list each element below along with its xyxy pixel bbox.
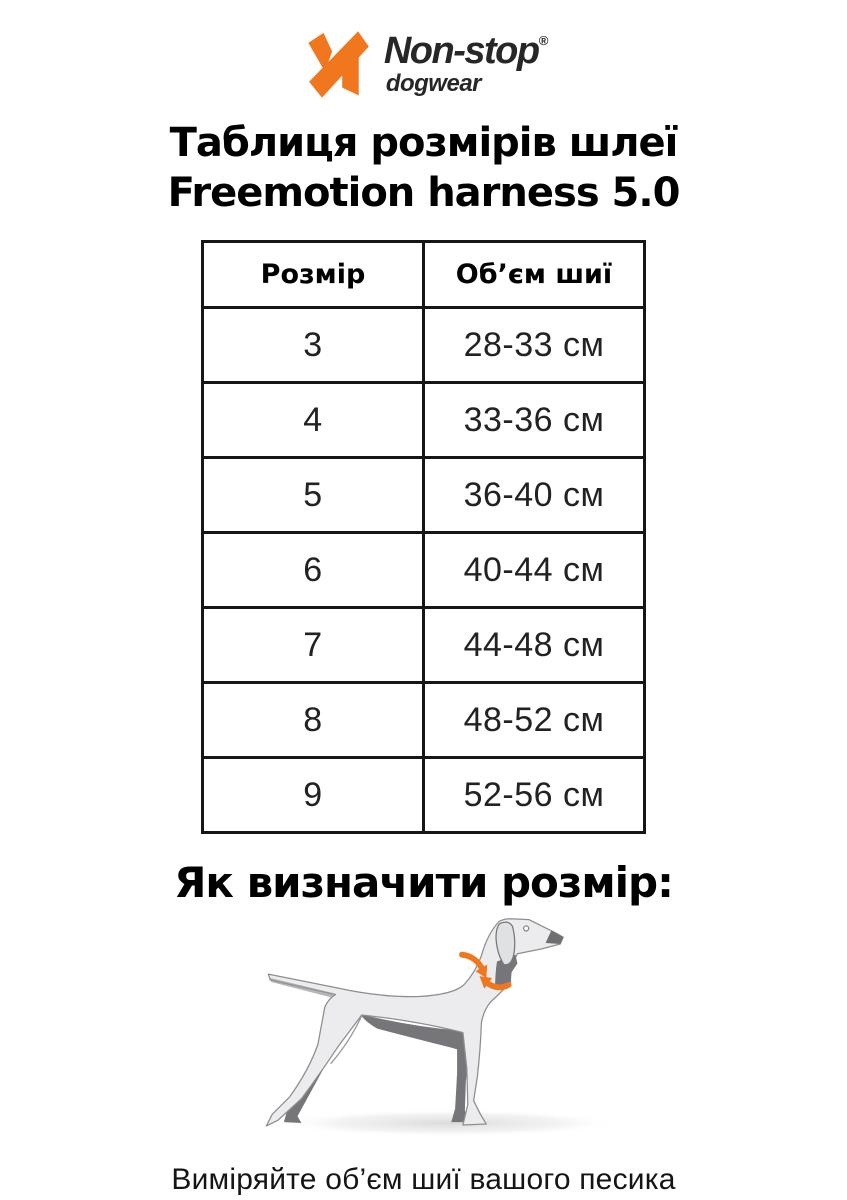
size-table: Розмір Об’єм шиї 3 28-33 см 4 33-36 см 5… <box>201 240 646 834</box>
dog-nose <box>545 930 563 945</box>
brand-wordmark: Non-stop® dogwear <box>384 32 548 96</box>
col-header-neck: Об’єм шиї <box>422 240 646 309</box>
size-cell: 5 <box>201 456 425 534</box>
page-title: Таблиця розмірів шлеї Freemotion harness… <box>0 118 847 218</box>
table-row: 7 44-48 см <box>201 606 646 684</box>
table-row: 6 40-44 см <box>201 531 646 609</box>
table-row: 5 36-40 см <box>201 456 646 534</box>
brand-logo: Non-stop® dogwear <box>0 24 847 104</box>
table-row: 9 52-56 см <box>201 756 646 834</box>
tail-shade <box>269 978 335 998</box>
measure-caption: Виміряйте об’єм шиї вашого песика <box>171 1163 676 1196</box>
title-line-1: Таблиця розмірів шлеї <box>169 120 679 166</box>
dog-ear <box>494 921 515 966</box>
neck-cell: 36-40 см <box>422 456 646 534</box>
neck-cell: 44-48 см <box>422 606 646 684</box>
dog-illustration <box>0 908 847 1161</box>
neck-measure-arrows <box>458 951 512 991</box>
dog-body <box>265 918 564 1127</box>
table-row: 3 28-33 см <box>201 306 646 384</box>
neck-cell: 28-33 см <box>422 306 646 384</box>
col-header-size: Розмір <box>201 240 425 309</box>
title-line-2: Freemotion harness 5.0 <box>167 170 681 216</box>
how-to-heading: Як визначити розмір: <box>174 858 674 907</box>
size-cell: 8 <box>201 681 425 759</box>
neck-cell: 33-36 см <box>422 381 646 459</box>
dog-eye <box>522 925 529 932</box>
nonstop-n-icon <box>308 30 369 98</box>
ground-shadow <box>277 1109 619 1137</box>
neck-cell: 48-52 см <box>422 681 646 759</box>
dog-neck-measure-illustration <box>265 918 619 1137</box>
size-cell: 3 <box>201 306 425 384</box>
size-cell: 9 <box>201 756 425 834</box>
size-cell: 7 <box>201 606 425 684</box>
size-cell: 6 <box>201 531 425 609</box>
size-cell: 4 <box>201 381 425 459</box>
thigh-line <box>329 1015 362 1065</box>
table-row: 4 33-36 см <box>201 381 646 459</box>
registered-mark: ® <box>538 33 549 48</box>
brand-name: Non-stop <box>383 30 540 72</box>
neck-shade <box>494 954 517 990</box>
neck-cell: 40-44 см <box>422 531 646 609</box>
brand-tagline: dogwear <box>385 70 482 97</box>
neck-cell: 52-56 см <box>422 756 646 834</box>
table-row: 8 48-52 см <box>201 681 646 759</box>
table-header-row: Розмір Об’єм шиї <box>201 240 646 309</box>
